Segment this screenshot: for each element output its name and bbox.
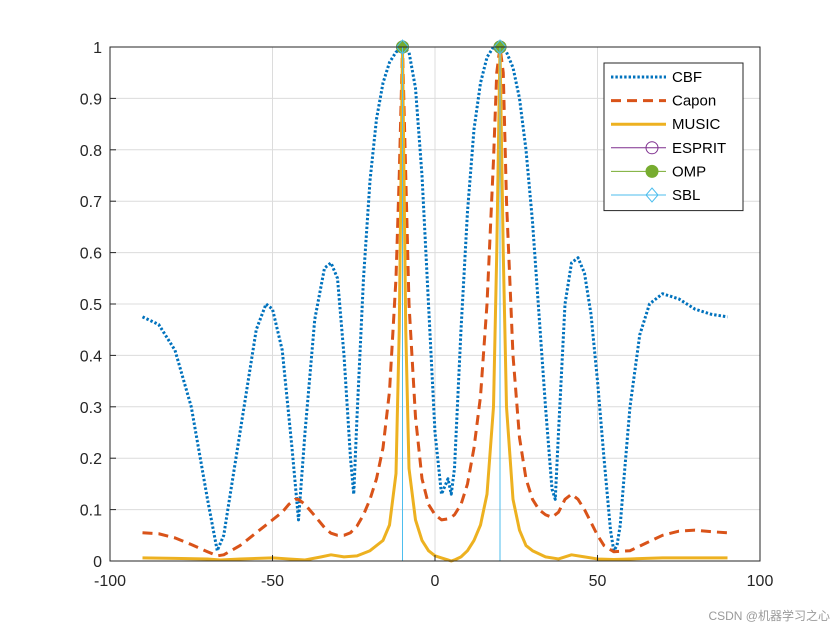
y-tick-label: 0.8 <box>80 143 102 160</box>
watermark: CSDN @机器学习之心 <box>708 609 830 623</box>
legend-marker <box>645 141 659 155</box>
legend-item-capon: Capon <box>611 93 716 110</box>
legend: CBF Capon MUSIC ESPRIT OMP SBL <box>603 62 744 212</box>
x-tick-label: 0 <box>431 573 440 590</box>
legend-marker <box>645 187 659 203</box>
legend-item-music: MUSIC <box>611 116 721 133</box>
y-tick-label: 0.6 <box>80 246 102 263</box>
y-tick-label: 0.4 <box>80 348 102 365</box>
y-tick-label: 0.1 <box>80 503 102 520</box>
x-tick-label: -50 <box>261 573 284 590</box>
x-axis: -100 -50 0 50 100 <box>94 555 773 590</box>
y-tick-label: 0 <box>93 554 102 571</box>
x-tick-label: -100 <box>94 573 126 590</box>
y-axis: 0 0.1 0.2 0.3 0.4 0.5 0.6 0.7 0.8 0.9 1 <box>80 40 116 571</box>
y-tick-label: 1 <box>93 40 102 57</box>
series-sbl <box>395 39 507 561</box>
legend-label: CBF <box>672 69 702 86</box>
sbl-marker <box>395 39 410 55</box>
legend-label: OMP <box>672 163 706 180</box>
legend-marker <box>645 164 659 178</box>
legend-item-cbf: CBF <box>611 69 702 86</box>
y-tick-label: 0.5 <box>80 297 102 314</box>
legend-item-omp: OMP <box>611 163 706 180</box>
legend-label: ESPRIT <box>672 140 726 157</box>
legend-item-esprit: ESPRIT <box>611 140 726 157</box>
x-tick-label: 100 <box>747 573 774 590</box>
y-tick-label: 0.7 <box>80 194 102 211</box>
sbl-marker <box>493 39 507 55</box>
legend-box <box>603 62 744 212</box>
y-tick-label: 0.9 <box>80 91 102 108</box>
legend-label: SBL <box>672 187 700 204</box>
legend-label: MUSIC <box>672 116 721 133</box>
capon-line <box>142 45 728 558</box>
series-capon <box>142 45 728 558</box>
legend-label: Capon <box>672 93 716 110</box>
x-tick-label: 50 <box>589 573 607 590</box>
legend-item-sbl: SBL <box>611 187 700 204</box>
y-tick-label: 0.2 <box>80 451 102 468</box>
y-tick-label: 0.3 <box>80 400 102 417</box>
